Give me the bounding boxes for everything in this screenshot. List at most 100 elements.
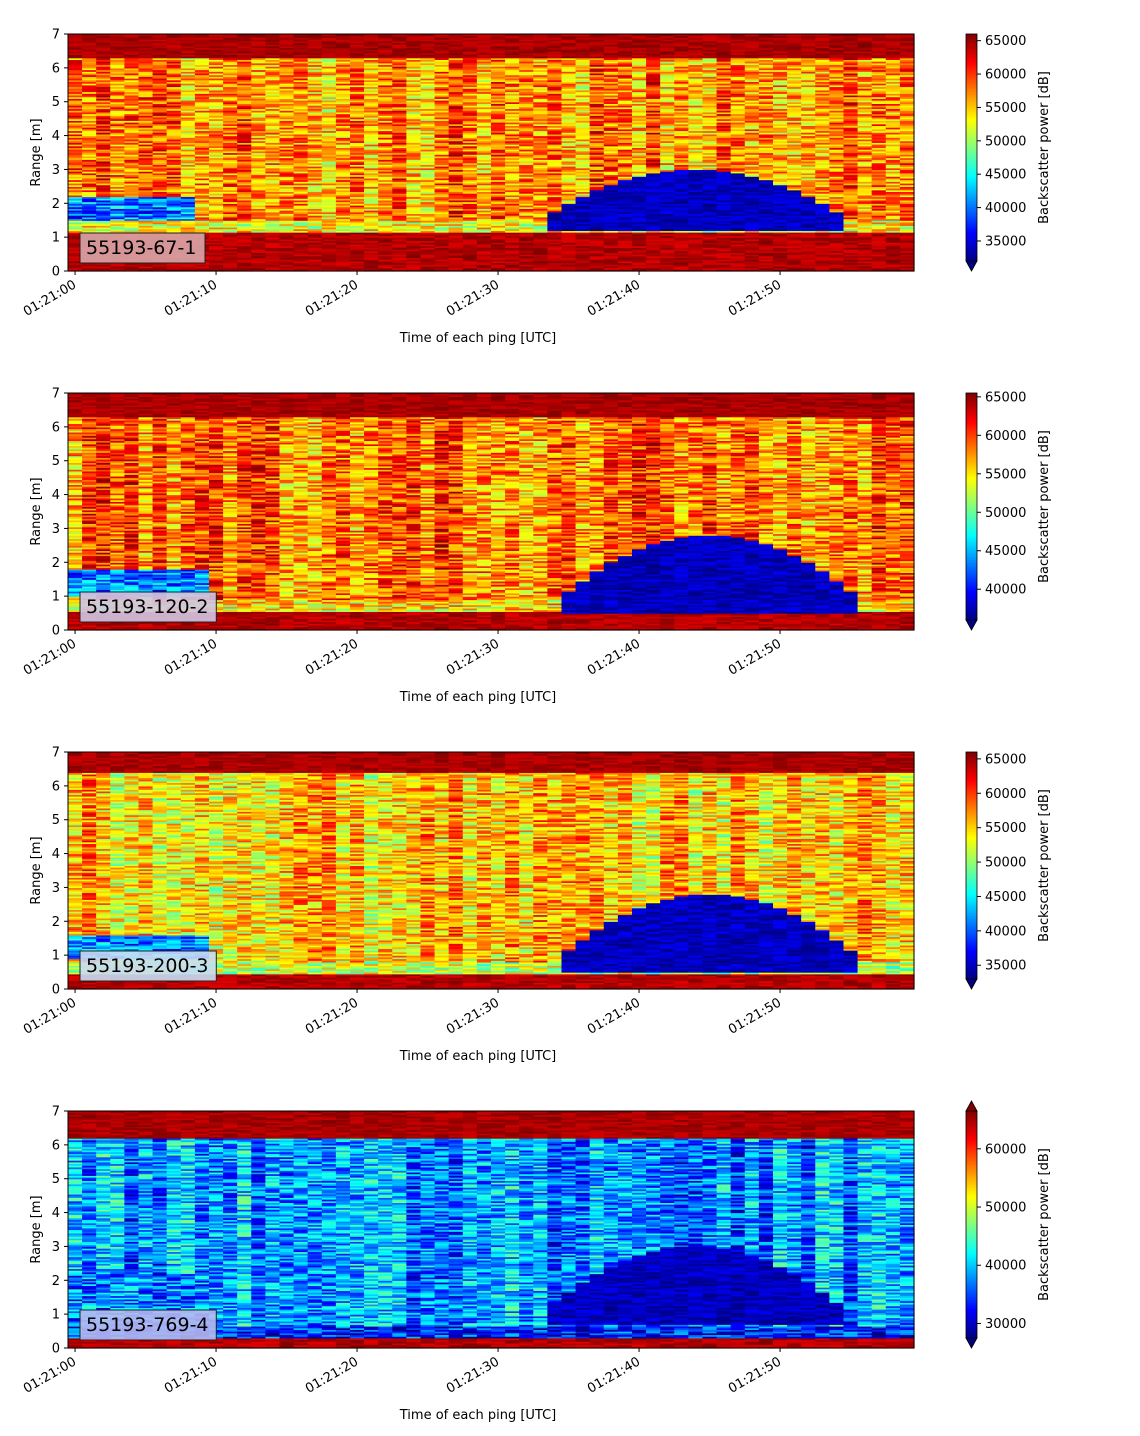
x-tick-label: 01:21:00 [21, 636, 79, 678]
y-tick-label: 2 [52, 1274, 60, 1289]
colorbar-tick-label: 35000 [985, 959, 1026, 974]
colorbar-tick-label: 40000 [985, 1259, 1026, 1274]
colorbar-extend-min [966, 261, 977, 271]
panel-label: 55193-67-1 [80, 233, 205, 263]
y-tick-label: 4 [52, 847, 60, 862]
colorbar-label: Backscatter power [dB] [1037, 789, 1052, 942]
x-tick-label: 01:21:10 [162, 1354, 220, 1396]
y-axis-label: Range [m] [29, 118, 44, 186]
y-tick-label: 4 [52, 129, 60, 144]
y-tick-label: 2 [52, 197, 60, 212]
colorbar-tick-label: 65000 [985, 34, 1026, 49]
y-tick-label: 1 [52, 231, 60, 246]
colorbar-tick-label: 60000 [985, 429, 1026, 444]
y-axis-label: Range [m] [29, 836, 44, 904]
x-tick-label: 01:21:30 [444, 1354, 502, 1396]
colorbar-tick-label: 45000 [985, 890, 1026, 905]
colorbar-extend-min [966, 1338, 977, 1348]
y-tick-label: 2 [52, 556, 60, 571]
colorbar: 40000 45000 50000 55000 60000 65000 Backscatte… [966, 390, 1052, 630]
colorbar-label: Backscatter power [dB] [1037, 430, 1052, 583]
y-tick-label: 1 [52, 949, 60, 964]
y-tick-label: 0 [52, 983, 60, 998]
panel-label: 55193-769-4 [80, 1310, 216, 1340]
colorbar-tick-label: 60000 [985, 68, 1026, 83]
x-tick-label: 01:21:40 [585, 1354, 643, 1396]
colorbar-extend-min [966, 620, 977, 630]
y-tick-label: 7 [52, 387, 60, 402]
y-tick-label: 3 [52, 522, 60, 537]
x-tick-label: 01:21:50 [726, 1354, 784, 1396]
y-tick-label: 3 [52, 881, 60, 896]
y-tick-label: 7 [52, 1105, 60, 1120]
x-tick-label: 01:21:50 [726, 277, 784, 319]
colorbar-extend-max [966, 1101, 977, 1111]
x-axis-label: Time of each ping [UTC] [399, 331, 557, 346]
y-tick-label: 0 [52, 624, 60, 639]
x-tick-label: 01:21:30 [444, 277, 502, 319]
x-tick-label: 01:21:00 [21, 277, 79, 319]
colorbar-tick-label: 45000 [985, 544, 1026, 559]
colorbar-tick-label: 40000 [985, 201, 1026, 216]
y-tick-label: 6 [52, 1138, 60, 1153]
y-tick-label: 3 [52, 163, 60, 178]
x-tick-label: 01:21:40 [585, 277, 643, 319]
x-tick-label: 01:21:40 [585, 995, 643, 1037]
y-tick-label: 6 [52, 779, 60, 794]
x-tick-label: 01:21:50 [726, 995, 784, 1037]
y-tick-label: 5 [52, 454, 60, 469]
colorbar-tick-label: 60000 [985, 787, 1026, 802]
x-axis-label: Time of each ping [UTC] [399, 1408, 557, 1423]
y-tick-label: 6 [52, 61, 60, 76]
x-tick-label: 01:21:30 [444, 636, 502, 678]
colorbar-tick-label: 45000 [985, 168, 1026, 183]
y-tick-label: 1 [52, 1308, 60, 1323]
y-axis-label: Range [m] [29, 1195, 44, 1263]
colorbar-tick-label: 50000 [985, 856, 1026, 871]
y-tick-label: 0 [52, 1342, 60, 1357]
x-tick-label: 01:21:30 [444, 995, 502, 1037]
y-tick-label: 6 [52, 420, 60, 435]
x-tick-label: 01:21:50 [726, 636, 784, 678]
panel-label: 55193-200-3 [80, 951, 216, 981]
y-axis-label: Range [m] [29, 477, 44, 545]
panel-label: 55193-120-2 [80, 592, 216, 622]
panel-4: 0 1 2 3 4 5 6 7 01:21:00 01:21:10 01:21:20 01:21:30… [21, 1101, 1052, 1423]
y-tick-label: 5 [52, 813, 60, 828]
colorbar: 35000 40000 45000 50000 55000 60000 65000 Backs… [966, 34, 1052, 271]
colorbar-tick-label: 30000 [985, 1317, 1026, 1332]
y-tick-label: 4 [52, 488, 60, 503]
colorbar-tick-label: 55000 [985, 101, 1026, 116]
colorbar-tick-label: 50000 [985, 506, 1026, 521]
colorbar-tick-label: 35000 [985, 234, 1026, 249]
colorbar-tick-label: 40000 [985, 583, 1026, 598]
x-tick-label: 01:21:20 [303, 277, 361, 319]
colorbar-tick-label: 55000 [985, 821, 1026, 836]
colorbar-label: Backscatter power [dB] [1037, 1148, 1052, 1301]
colorbar-tick-label: 50000 [985, 134, 1026, 149]
colorbar-tick-label: 65000 [985, 390, 1026, 405]
colorbar: 30000 40000 50000 60000 Backscatter power [d… [966, 1101, 1052, 1348]
y-tick-label: 4 [52, 1206, 60, 1221]
y-tick-label: 5 [52, 95, 60, 110]
colorbar-label: Backscatter power [dB] [1037, 71, 1052, 224]
colorbar-tick-label: 60000 [985, 1142, 1026, 1157]
x-tick-label: 01:21:00 [21, 1354, 79, 1396]
y-tick-label: 5 [52, 1172, 60, 1187]
y-tick-label: 7 [52, 28, 60, 43]
x-tick-label: 01:21:00 [21, 995, 79, 1037]
y-tick-label: 2 [52, 915, 60, 930]
y-tick-label: 3 [52, 1240, 60, 1255]
x-tick-label: 01:21:20 [303, 636, 361, 678]
colorbar-tick-label: 50000 [985, 1201, 1026, 1216]
colorbar-tick-label: 40000 [985, 924, 1026, 939]
colorbar-tick-label: 55000 [985, 467, 1026, 482]
x-axis-label: Time of each ping [UTC] [399, 1049, 557, 1064]
x-tick-label: 01:21:20 [303, 1354, 361, 1396]
y-tick-label: 0 [52, 265, 60, 280]
x-axis-label: Time of each ping [UTC] [399, 690, 557, 705]
